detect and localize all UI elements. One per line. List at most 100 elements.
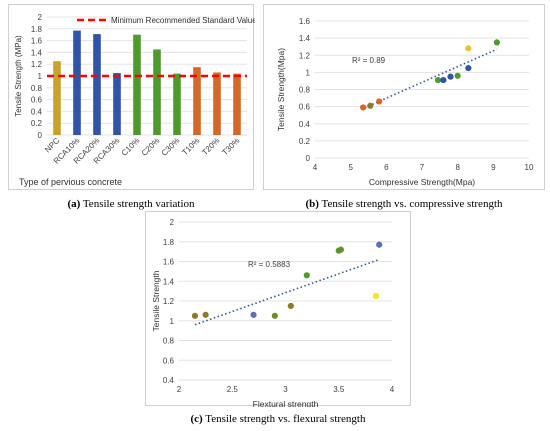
caption-a-text: Tensile strength variation (82, 198, 195, 210)
chart-c-panel: 0.4 0.6 0.8 1 1.2 1.4 1.6 1.8 2 2 2.5 3 3.5 4 R² = 0.5… (145, 211, 411, 407)
trendline (361, 48, 498, 110)
bar (153, 49, 161, 136)
x-tick-label: T20% (200, 136, 221, 157)
y-tick-label: 0 (38, 131, 43, 140)
r-squared-label: R² = 0.89 (352, 56, 386, 65)
x-axis-label: Compressive Strength(Mpa) (369, 177, 475, 187)
y-tick-label: 1.2 (163, 297, 175, 306)
chart-b-svg: 0 0.2 0.4 0.6 0.8 1 1.2 1.4 1.6 4 5 6 7 8 9 10 R² = 0.89… (276, 17, 534, 187)
data-point (303, 272, 310, 279)
chart-a-panel: 0 0.2 0.4 0.6 0.8 1 1.2 1.4 1.6 1.8 2 NPC RCA10% RCA2… (8, 4, 255, 190)
x-tick-label: 4 (313, 163, 318, 172)
x-tick-label: T30% (220, 136, 241, 157)
y-axis-label: Tensile Strength (151, 270, 161, 331)
data-point (271, 312, 278, 319)
x-tick-label: 2 (177, 385, 182, 394)
chart-b-panel: 0 0.2 0.4 0.6 0.8 1 1.2 1.4 1.6 4 5 6 7 8 9 10 R² = 0.89… (263, 4, 545, 190)
y-tick-label: 1.4 (31, 48, 43, 57)
data-point (191, 312, 199, 319)
y-tick-label: 0.6 (299, 103, 311, 112)
data-point (360, 104, 367, 111)
data-point (376, 241, 383, 248)
caption-a-letter: (a) (67, 198, 81, 210)
y-tick-label: 1.2 (299, 51, 311, 60)
x-tick-label: 7 (420, 163, 425, 172)
y-tick-label: 0.8 (31, 84, 43, 93)
data-point (287, 302, 294, 310)
caption-b-letter: (b) (305, 198, 319, 210)
y-axis-label: Tensile Strength(Mpa) (276, 48, 286, 131)
bar (133, 34, 141, 136)
y-tick-label: 0.4 (31, 107, 43, 116)
y-tick-label: 1 (170, 317, 175, 326)
x-tick-label: C30% (160, 136, 182, 158)
y-tick-label: 0.8 (299, 86, 311, 95)
y-tick-label: 0.2 (299, 137, 311, 146)
y-tick-label: 0.8 (163, 337, 175, 346)
data-point (372, 292, 380, 300)
y-tick-label: 1.4 (163, 277, 175, 286)
y-tick-label: 1 (306, 68, 311, 77)
bar (93, 34, 101, 135)
caption-b-text: Tensile strength vs. compressive strengt… (321, 198, 503, 210)
x-tick-label: 6 (384, 163, 389, 172)
data-point (337, 246, 344, 253)
data-point (440, 76, 447, 84)
y-tick-label: 0.6 (163, 356, 175, 365)
y-tick-label: 1.2 (31, 60, 43, 69)
y-tick-label: 1.8 (31, 25, 43, 34)
y-tick-label: 0.2 (31, 119, 43, 128)
x-tick-label: 4 (390, 385, 395, 394)
caption-b: (b) Tensile strength vs. compressive str… (263, 198, 545, 210)
data-point (493, 39, 500, 46)
data-point (465, 45, 472, 52)
bar (213, 72, 221, 135)
data-point (465, 64, 472, 72)
chart-a-svg: 00.20.40.60.811.21.41.61.82NPCRCA10%RCA2… (14, 13, 255, 187)
y-tick-label: 1 (38, 72, 43, 81)
y-tick-label: 0.4 (299, 120, 311, 129)
data-point (376, 98, 383, 105)
x-axis-label: Flextural strength (253, 399, 319, 407)
data-point (367, 102, 374, 109)
y-tick-label: 1.8 (163, 238, 175, 247)
x-tick-label: C20% (140, 136, 162, 158)
bar (73, 30, 81, 135)
x-tick-label: 3.5 (333, 385, 345, 394)
bar (233, 73, 241, 135)
y-tick-label: 0.6 (31, 96, 43, 105)
data-point (434, 76, 442, 84)
data-point (447, 73, 454, 80)
legend-label: Minimum Recommended Standard Value (111, 16, 255, 25)
x-axis-label: Type of pervious concrete (19, 177, 122, 187)
r-squared-label: R² = 0.5883 (248, 260, 291, 269)
y-tick-label: 1.4 (299, 34, 311, 43)
data-point (202, 311, 209, 318)
bar (53, 61, 61, 135)
y-tick-label: 1.6 (299, 17, 311, 26)
trendline (194, 258, 380, 326)
x-tick-label: 2.5 (227, 385, 239, 394)
y-tick-label: 2 (38, 13, 43, 22)
caption-a: (a) Tensile strength variation (8, 198, 254, 210)
caption-c: (c) Tensile strength vs. flexural streng… (145, 413, 411, 425)
y-tick-label: 0.4 (163, 376, 175, 385)
data-point (250, 311, 257, 318)
x-tick-label: 8 (455, 163, 460, 172)
y-axis-label: Tensile Strength (MPa) (14, 35, 23, 117)
chart-c-svg: 0.4 0.6 0.8 1 1.2 1.4 1.6 1.8 2 2 2.5 3 3.5 4 R² = 0.5… (151, 218, 395, 407)
bar (113, 73, 121, 135)
y-tick-label: 1.6 (163, 258, 175, 267)
data-point (454, 72, 461, 79)
caption-c-letter: (c) (190, 413, 203, 425)
x-tick-label: 10 (525, 163, 534, 172)
y-tick-label: 0 (306, 154, 311, 163)
y-tick-label: 1.6 (31, 37, 43, 46)
bar (173, 73, 181, 135)
x-tick-label: 9 (491, 163, 496, 172)
bar (193, 67, 201, 135)
x-tick-label: 3 (283, 385, 288, 394)
y-tick-label: 2 (170, 218, 175, 227)
caption-c-text: Tensile strength vs. flexural strength (205, 413, 366, 425)
x-tick-label: C10% (120, 136, 142, 158)
